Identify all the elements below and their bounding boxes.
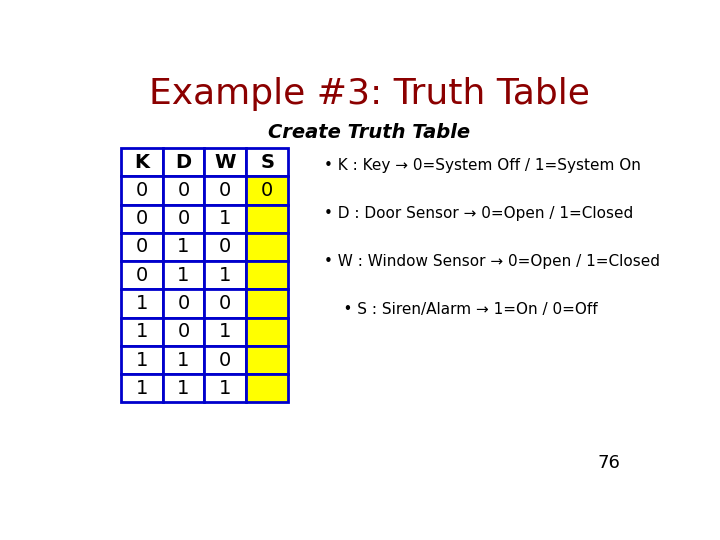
Bar xyxy=(121,374,163,402)
Bar xyxy=(163,205,204,233)
Text: 1: 1 xyxy=(135,350,148,369)
Text: Example #3: Truth Table: Example #3: Truth Table xyxy=(148,77,590,111)
Bar xyxy=(163,318,204,346)
Text: 76: 76 xyxy=(597,454,620,472)
Text: 0: 0 xyxy=(261,181,274,200)
Bar xyxy=(121,148,163,176)
Text: 1: 1 xyxy=(135,294,148,313)
Text: • W : Window Sensor → 0=Open / 1=Closed: • W : Window Sensor → 0=Open / 1=Closed xyxy=(324,254,660,269)
Text: Create Truth Table: Create Truth Table xyxy=(268,123,470,142)
Text: • K : Key → 0=System Off / 1=System On: • K : Key → 0=System Off / 1=System On xyxy=(324,158,642,173)
Bar xyxy=(204,148,246,176)
Text: W: W xyxy=(215,153,236,172)
Text: 1: 1 xyxy=(219,209,232,228)
Bar xyxy=(121,318,163,346)
Text: 1: 1 xyxy=(135,322,148,341)
Text: 1: 1 xyxy=(177,350,189,369)
Text: 0: 0 xyxy=(135,266,148,285)
Bar xyxy=(204,318,246,346)
Bar xyxy=(246,374,288,402)
Text: 0: 0 xyxy=(135,181,148,200)
Bar xyxy=(246,346,288,374)
Text: 0: 0 xyxy=(219,350,231,369)
Text: 0: 0 xyxy=(135,238,148,256)
Bar xyxy=(204,261,246,289)
Bar xyxy=(121,289,163,318)
Text: S: S xyxy=(260,153,274,172)
Text: • D : Door Sensor → 0=Open / 1=Closed: • D : Door Sensor → 0=Open / 1=Closed xyxy=(324,206,634,221)
Bar xyxy=(246,318,288,346)
Text: 1: 1 xyxy=(219,322,232,341)
Bar xyxy=(163,261,204,289)
Text: K: K xyxy=(134,153,149,172)
Bar xyxy=(204,176,246,205)
Bar xyxy=(163,176,204,205)
Text: 1: 1 xyxy=(219,266,232,285)
Text: D: D xyxy=(176,153,192,172)
Text: 0: 0 xyxy=(177,294,189,313)
Bar xyxy=(163,374,204,402)
Bar xyxy=(204,205,246,233)
Bar xyxy=(204,233,246,261)
Bar xyxy=(246,148,288,176)
Bar xyxy=(204,346,246,374)
Bar xyxy=(121,233,163,261)
Bar xyxy=(121,261,163,289)
Bar xyxy=(163,346,204,374)
Text: 1: 1 xyxy=(135,379,148,398)
Text: 1: 1 xyxy=(219,379,232,398)
Bar xyxy=(121,176,163,205)
Text: 0: 0 xyxy=(219,294,231,313)
Text: 0: 0 xyxy=(219,181,231,200)
Bar xyxy=(246,261,288,289)
Text: 1: 1 xyxy=(177,266,189,285)
Bar xyxy=(246,176,288,205)
Text: 0: 0 xyxy=(177,181,189,200)
Text: 0: 0 xyxy=(177,209,189,228)
Bar xyxy=(121,205,163,233)
Bar xyxy=(163,148,204,176)
Bar xyxy=(204,374,246,402)
Text: 0: 0 xyxy=(135,209,148,228)
Bar xyxy=(246,289,288,318)
Text: 1: 1 xyxy=(177,238,189,256)
Text: 1: 1 xyxy=(177,379,189,398)
Bar xyxy=(163,233,204,261)
Bar xyxy=(121,346,163,374)
Bar xyxy=(246,233,288,261)
Text: • S : Siren/Alarm → 1=On / 0=Off: • S : Siren/Alarm → 1=On / 0=Off xyxy=(324,302,598,317)
Text: 0: 0 xyxy=(219,238,231,256)
Bar xyxy=(246,205,288,233)
Text: 0: 0 xyxy=(177,322,189,341)
Bar xyxy=(163,289,204,318)
Bar xyxy=(204,289,246,318)
